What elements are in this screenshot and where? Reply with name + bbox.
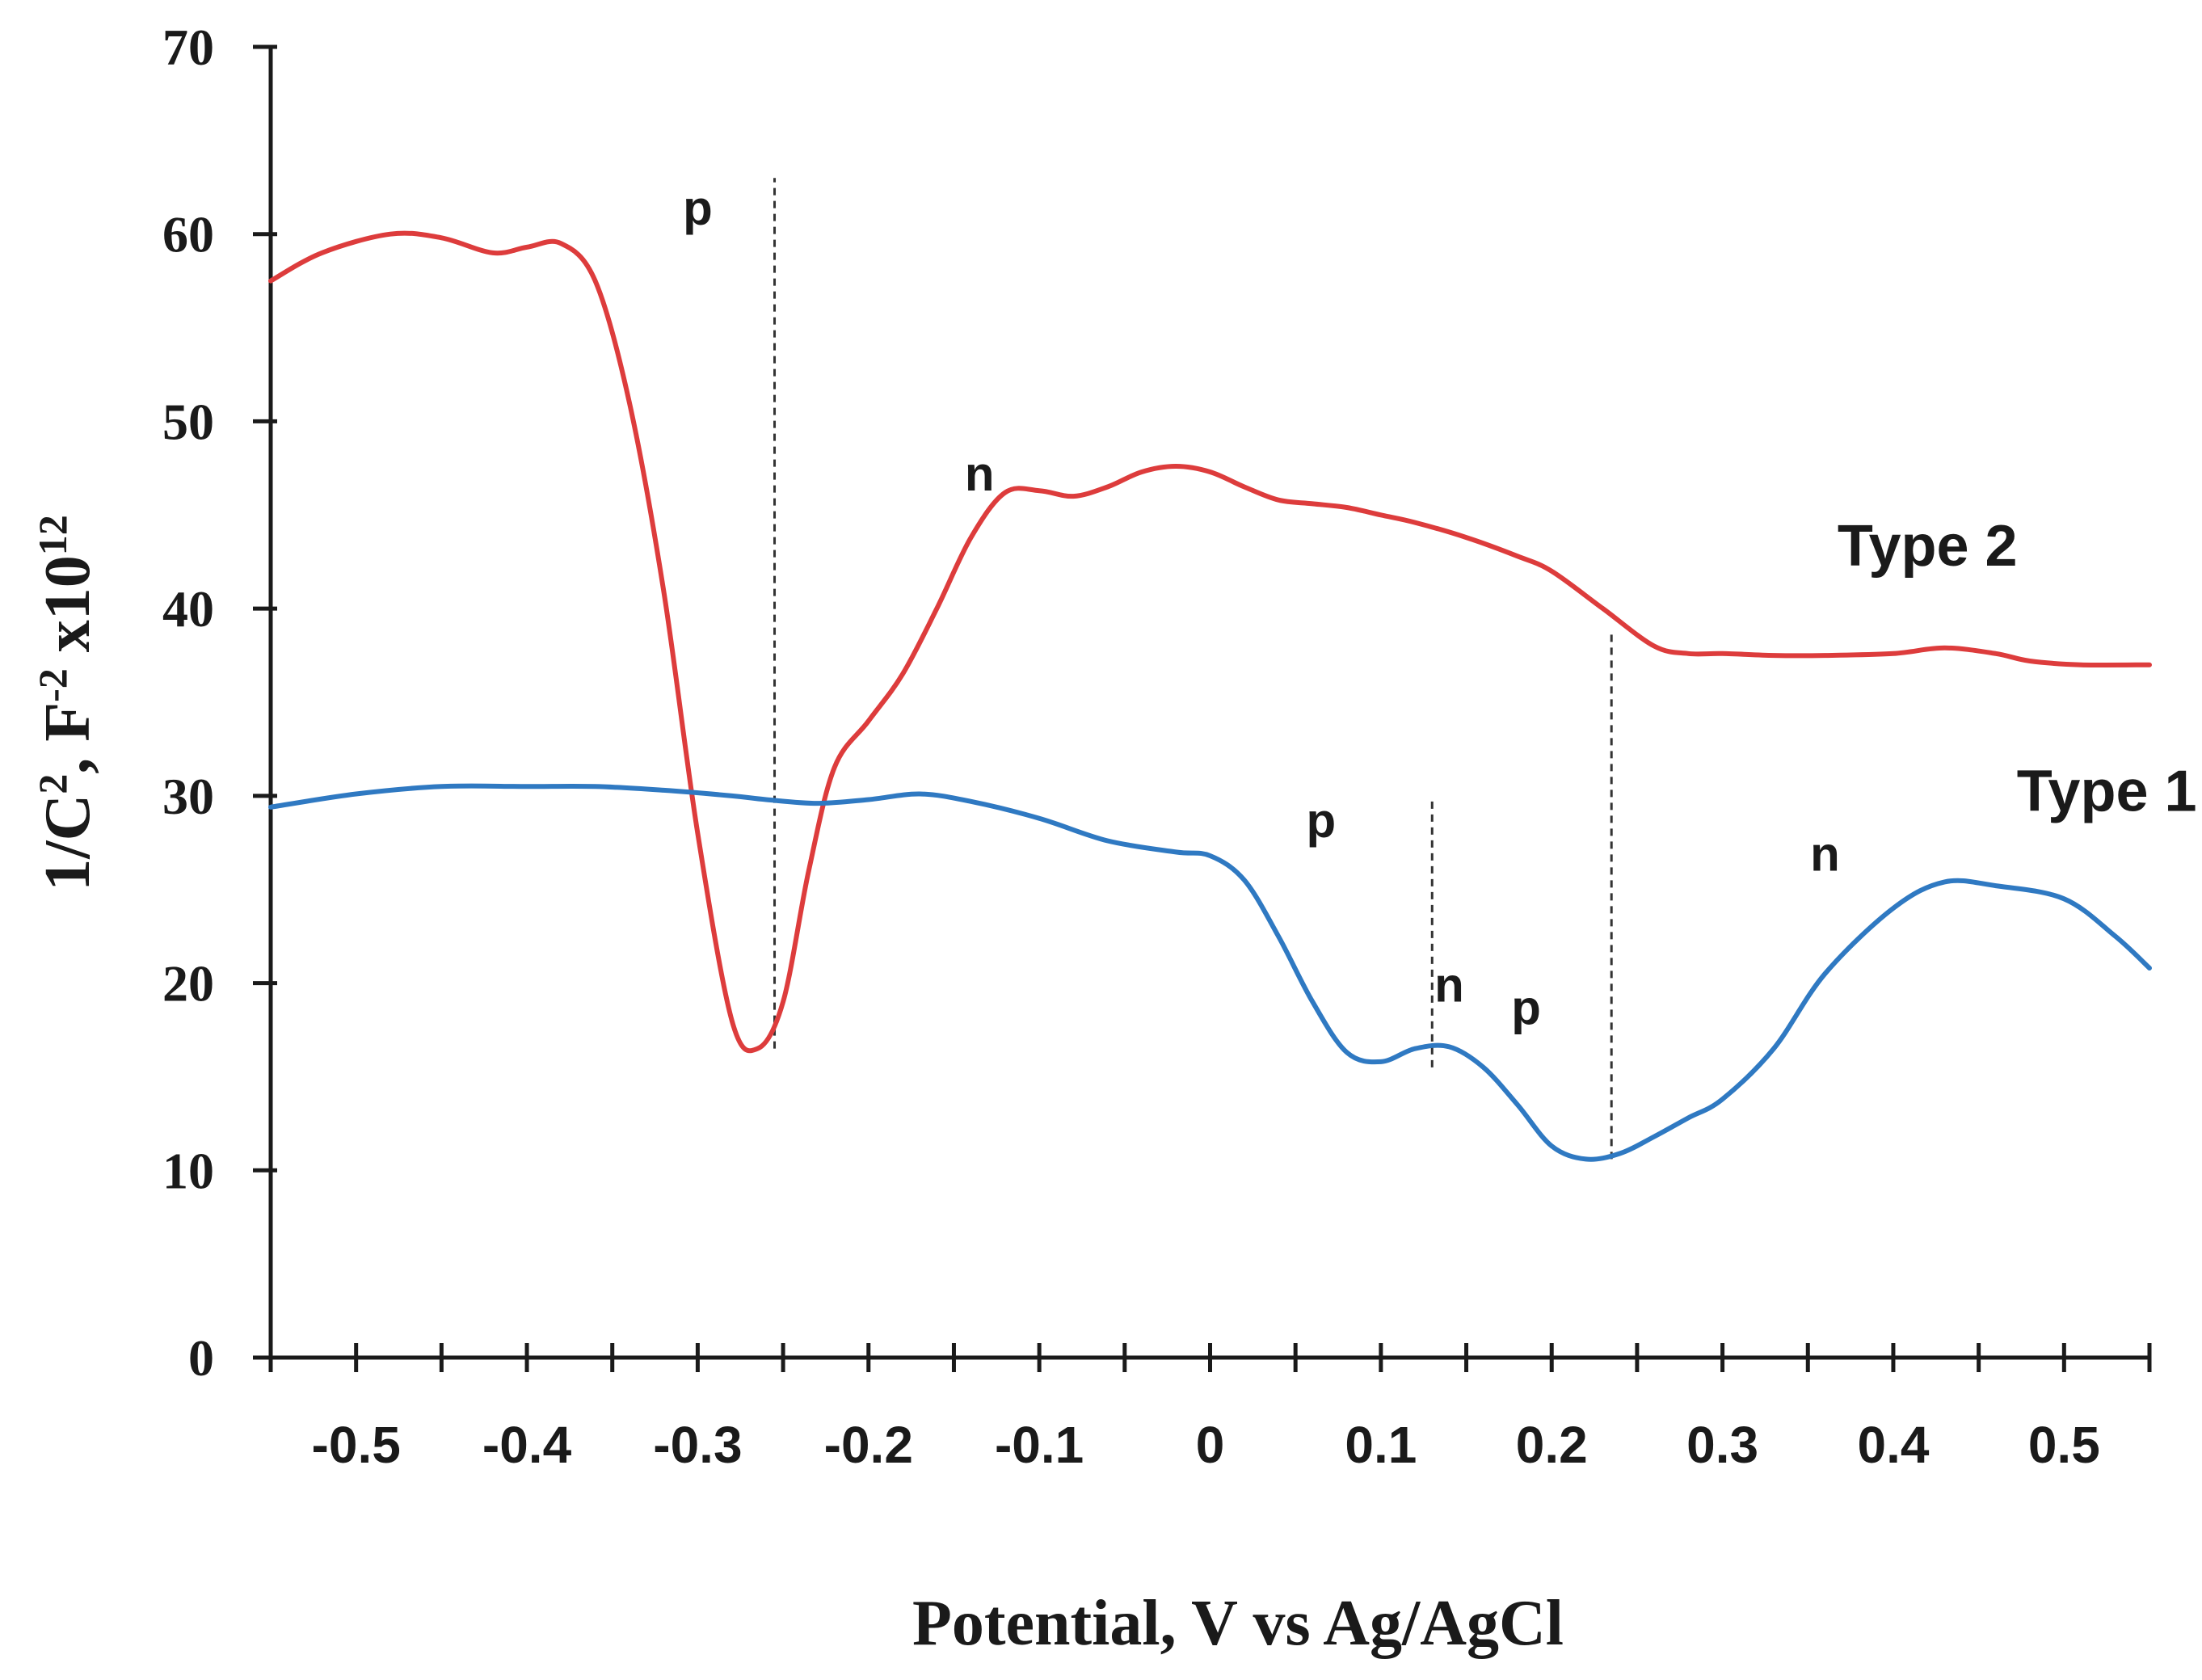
region-annotation: p [683, 181, 713, 235]
y-tick-label: 40 [162, 580, 214, 638]
y-tick-label: 0 [188, 1329, 214, 1387]
series-label-type-2: Type 2 [1838, 514, 2018, 579]
x-tick-label: -0.3 [653, 1416, 742, 1474]
y-axis-title: 1/C2, F-2 x1012 [30, 515, 103, 891]
y-axis-title-base: 1/C [32, 794, 103, 891]
x-tick-label: -0.5 [312, 1416, 401, 1474]
y-tick-label: 10 [162, 1142, 214, 1199]
y-axis-title-mid2: x10 [32, 555, 103, 668]
x-tick-label: -0.4 [482, 1416, 572, 1474]
x-tick-label: 0.5 [2028, 1416, 2100, 1474]
region-annotation: p [1307, 794, 1337, 848]
y-axis-title-sup1: 2 [30, 774, 75, 794]
region-annotation: n [1810, 827, 1840, 882]
region-annotation: n [965, 447, 995, 501]
series-label-type-1: Type 1 [2017, 759, 2197, 823]
axes-layer [253, 44, 2152, 1372]
y-tick-label: 70 [162, 19, 214, 76]
y-tick-label: 20 [162, 955, 214, 1013]
x-tick-label: -0.2 [824, 1416, 913, 1474]
x-tick-label: 0.3 [1686, 1416, 1758, 1474]
y-axis-title-sup3: 12 [30, 515, 75, 555]
region-annotation: n [1434, 958, 1464, 1013]
x-axis-title: Potential, V vs Ag/AgCl [912, 1588, 1564, 1659]
series-line-type-2 [268, 230, 2152, 1054]
series-layer [268, 230, 2152, 1162]
x-tick-label: 0 [1196, 1416, 1225, 1474]
labels-layer: 0 10 20 30 40 50 60 70 -0.5 -0.4 -0.3 -0.2 -0.1 0 0.1 0… [162, 19, 2197, 1474]
dashed-markers [773, 178, 1613, 1160]
x-tick-label: 0.2 [1516, 1416, 1588, 1474]
y-tick-label: 50 [162, 393, 214, 450]
y-tick-label: 60 [162, 206, 214, 263]
y-tick-label: 30 [162, 768, 214, 825]
y-axis-title-sup2: -2 [30, 668, 75, 702]
x-tick-label: 0.1 [1345, 1416, 1417, 1474]
y-axis-title-mid: , F [32, 702, 103, 774]
series-line-type-1 [268, 783, 2152, 1162]
x-tick-label: -0.1 [995, 1416, 1084, 1474]
region-annotation: p [1511, 981, 1541, 1035]
x-tick-label: 0.4 [1857, 1416, 1929, 1474]
